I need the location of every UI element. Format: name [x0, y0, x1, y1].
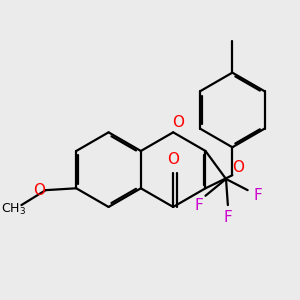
Text: F: F: [194, 198, 203, 213]
Text: O: O: [172, 115, 184, 130]
Text: F: F: [253, 188, 262, 202]
Text: F: F: [224, 210, 232, 225]
Text: O: O: [232, 160, 244, 175]
Text: CH$_3$: CH$_3$: [1, 202, 26, 217]
Text: O: O: [33, 183, 45, 198]
Text: O: O: [167, 152, 179, 167]
